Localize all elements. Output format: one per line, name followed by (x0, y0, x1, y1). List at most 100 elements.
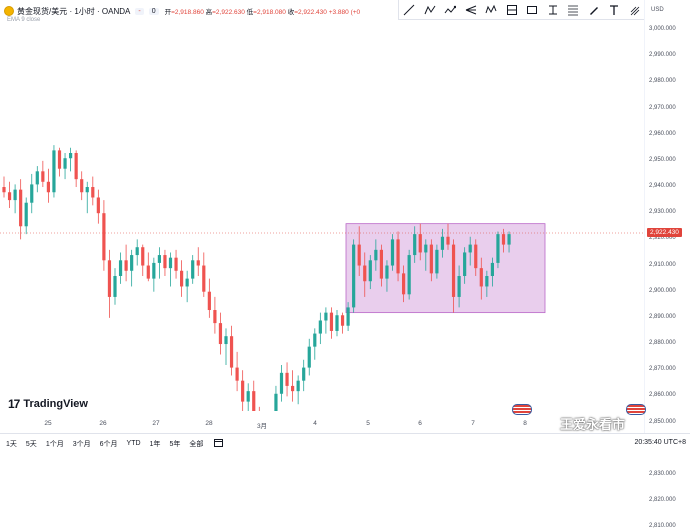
range-1y[interactable]: 1年 (149, 440, 161, 448)
candle-body (185, 278, 189, 287)
range-1d[interactable]: 1天 (6, 440, 17, 448)
fib-icon[interactable] (566, 3, 580, 17)
candle-body (218, 323, 223, 345)
candle-body (429, 244, 433, 274)
candle-body (435, 249, 439, 274)
candle-body (74, 152, 78, 180)
trend-line-icon[interactable] (402, 3, 416, 17)
candle-body (302, 367, 306, 381)
range-ytd[interactable]: YTD (126, 440, 141, 447)
range-all[interactable]: 全部 (189, 440, 204, 448)
candle-body (91, 187, 95, 198)
time-axis[interactable]: 25 26 27 28 3月 4 5 6 7 8 11 (0, 411, 645, 433)
date-range-icon[interactable] (214, 438, 224, 449)
candle-body (313, 333, 317, 347)
candle-body (130, 255, 134, 271)
sell-pill[interactable]: - (135, 7, 144, 15)
candle-body (340, 315, 345, 326)
candle-body (413, 234, 417, 256)
watermark: 王爱永看市 (560, 417, 626, 432)
candle-body (141, 247, 145, 266)
price-range-icon[interactable] (546, 3, 560, 17)
candle-body (335, 315, 339, 331)
candle-body (24, 202, 28, 227)
candle-body (274, 393, 278, 411)
tradingview-mark-icon: 17 (8, 397, 20, 411)
price-axis[interactable]: USD 3,000.000 2,990.000 2,980.000 2,970.000… (644, 0, 690, 529)
range-5d[interactable]: 5天 (25, 440, 37, 448)
candle-body (229, 336, 234, 368)
price-tick: 2,880.000 (649, 340, 676, 347)
candle-body (118, 260, 123, 276)
candle-body (157, 255, 161, 263)
price-tick: 2,990.000 (649, 52, 676, 59)
buy-pill[interactable]: 0 (148, 7, 159, 15)
candle-body (13, 189, 17, 201)
ema-indicator-label[interactable]: EMA 9 close (7, 17, 41, 23)
candle-body (357, 244, 361, 266)
candlestick-chart[interactable] (0, 0, 645, 411)
fork-icon[interactable] (464, 3, 478, 17)
candle-body (202, 265, 206, 292)
time-tick: 27 (152, 420, 160, 427)
chart-header: 黄金现货/美元 · 1小时 · OANDA - 0 开=2,918.860 高=… (0, 0, 645, 23)
candle-body (490, 262, 494, 276)
candle-body (41, 171, 45, 182)
text-icon[interactable] (607, 3, 621, 17)
time-tick: 5 (366, 420, 370, 427)
candle-body (63, 158, 67, 169)
rectangle-icon[interactable] (525, 3, 539, 17)
time-tick: 3月 (256, 423, 268, 430)
tradingview-logo[interactable]: 17 TradingView (8, 397, 88, 411)
candle-body (224, 336, 228, 345)
candle-body (168, 257, 173, 269)
us-flag-event-icon[interactable] (512, 404, 532, 415)
candle-body (102, 213, 106, 261)
price-tick: 2,870.000 (649, 366, 676, 373)
range-1m[interactable]: 1个月 (45, 440, 64, 448)
xabcd-icon[interactable] (484, 3, 498, 17)
long-position-icon[interactable] (505, 3, 519, 17)
range-6m[interactable]: 6个月 (99, 440, 118, 448)
candle-body (196, 260, 200, 266)
range-3m[interactable]: 3个月 (72, 440, 91, 448)
candle-body (80, 179, 84, 193)
candle-body (35, 171, 39, 185)
candle-body (402, 273, 406, 295)
candle-body (96, 197, 100, 214)
symbol-title[interactable]: 黄金现货/美元 · 1小时 · OANDA (17, 6, 131, 16)
range-rectangle (345, 223, 546, 314)
candle-body (246, 391, 250, 402)
candle-body (451, 244, 456, 297)
time-tick: 7 (471, 420, 475, 427)
us-flag-event-icon-2[interactable] (626, 404, 646, 415)
candle-body (135, 247, 139, 256)
price-tick: 2,960.000 (649, 130, 676, 137)
currency-label[interactable]: USD (651, 7, 664, 13)
time-tick: 4 (313, 420, 317, 427)
candle-body (424, 244, 428, 253)
time-tick: 11 (577, 420, 585, 427)
candle-body (52, 150, 56, 193)
candle-body (180, 270, 184, 287)
candle-body (496, 234, 500, 263)
brush-icon[interactable] (587, 3, 601, 17)
price-tick: 3,000.000 (649, 26, 676, 32)
polyline-icon[interactable] (423, 3, 437, 17)
candle-body (501, 234, 506, 245)
candle-body (174, 257, 178, 271)
range-5y[interactable]: 5年 (169, 440, 181, 448)
candle-body (396, 239, 400, 274)
path-icon[interactable] (443, 3, 457, 17)
gold-coin-icon (4, 6, 14, 16)
clock-timezone[interactable]: 20:35:40 UTC+8 (634, 439, 686, 446)
candle-body (30, 184, 34, 203)
candle-body (346, 307, 350, 326)
candle-body (2, 187, 6, 193)
candle-body (7, 192, 12, 201)
pitchfork-icon[interactable] (628, 3, 642, 17)
candle-body (307, 346, 311, 368)
candle-body (457, 275, 461, 297)
candle-body (163, 255, 167, 269)
candle-body (385, 265, 389, 279)
